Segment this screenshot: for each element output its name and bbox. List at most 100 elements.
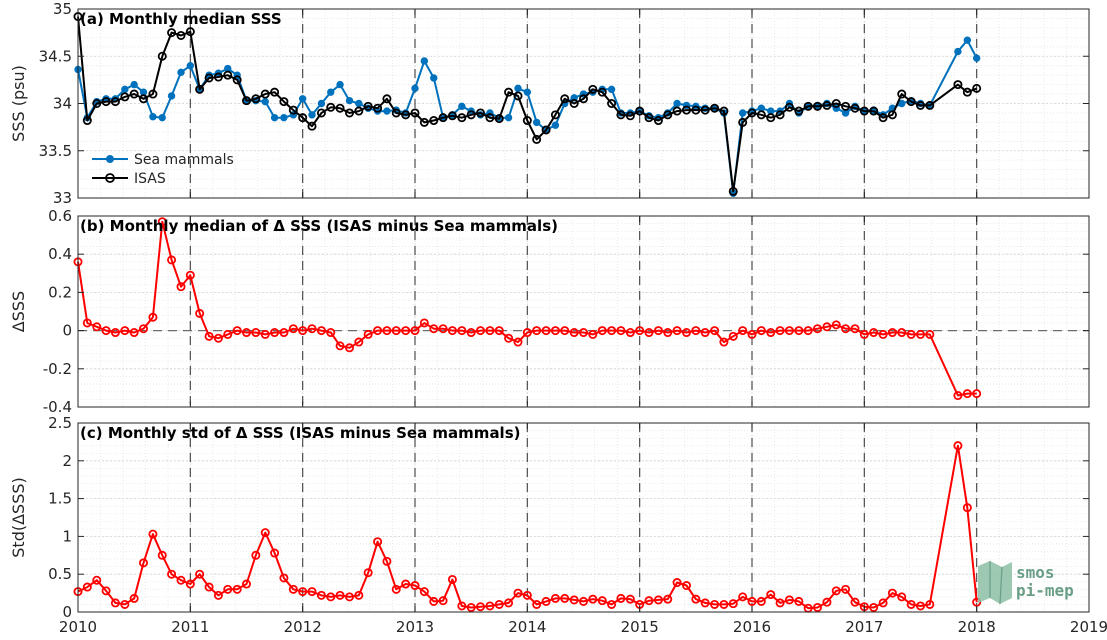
data-point-sea-mammals <box>327 88 335 96</box>
data-point-delta <box>270 328 280 338</box>
data-point-isas <box>298 113 308 123</box>
data-point-isas <box>597 87 607 97</box>
y-tick-label: 0.6 <box>48 207 72 225</box>
data-point-isas <box>532 134 542 144</box>
data-point-sea-mammals <box>270 113 279 122</box>
data-point-delta <box>354 337 364 347</box>
data-point-isas <box>869 106 879 116</box>
data-point-isas <box>859 106 869 116</box>
data-point-delta <box>550 326 560 336</box>
data-point-delta <box>129 328 139 338</box>
data-point-delta <box>288 324 298 334</box>
data-point-isas <box>241 96 251 106</box>
y-tick-label: 34 <box>53 95 72 113</box>
data-point-delta <box>850 324 860 334</box>
data-point-isas <box>138 94 148 104</box>
data-point-isas <box>513 91 523 101</box>
data-point-isas <box>176 30 186 40</box>
data-point-delta <box>345 592 355 602</box>
data-point-sea-mammals <box>954 47 962 56</box>
data-point-delta <box>204 582 214 592</box>
data-point-sea-mammals <box>738 109 747 117</box>
data-point-isas <box>522 116 532 126</box>
x-tick-label: 2017 <box>845 618 883 636</box>
data-point-delta <box>803 603 813 613</box>
data-point-delta <box>195 569 205 579</box>
data-point-delta <box>906 599 916 609</box>
data-point-isas <box>831 99 841 109</box>
data-point-delta <box>794 326 804 336</box>
data-point-delta <box>82 582 92 592</box>
data-point-delta <box>382 326 392 336</box>
data-point-delta <box>728 599 738 609</box>
data-point-delta <box>738 592 748 602</box>
x-tick-label: 2014 <box>508 618 546 636</box>
data-point-delta <box>916 329 926 339</box>
data-point-delta <box>597 326 607 336</box>
data-point-delta <box>485 601 495 611</box>
data-point-delta <box>157 217 167 227</box>
data-point-isas <box>579 94 589 104</box>
data-point-delta <box>579 596 589 606</box>
data-point-delta <box>738 326 748 336</box>
logo-map-fold-2 <box>999 566 1003 605</box>
data-point-delta <box>672 578 682 588</box>
data-point-delta <box>569 595 579 605</box>
data-point-delta <box>475 326 485 336</box>
data-point-delta <box>363 568 373 578</box>
data-point-delta <box>513 588 523 598</box>
data-point-delta <box>410 326 420 336</box>
data-point-isas <box>953 80 963 90</box>
data-point-isas <box>92 99 102 109</box>
data-point-delta <box>682 581 692 591</box>
data-point-delta <box>494 599 504 609</box>
data-point-delta <box>607 326 617 336</box>
data-point-delta <box>382 556 392 566</box>
panel-1: 33 33.5 34 34.5 35 SSS (psu) (a) Monthly media… <box>9 0 1090 207</box>
data-point-delta <box>485 326 495 336</box>
data-point-delta <box>897 328 907 338</box>
y-axis-label: ΔSSS <box>9 291 28 332</box>
data-point-delta <box>710 599 720 609</box>
data-point-isas <box>625 111 635 121</box>
data-point-isas <box>410 108 420 118</box>
data-point-delta <box>410 581 420 591</box>
data-point-isas <box>588 84 598 94</box>
data-point-delta <box>185 270 195 280</box>
data-point-isas <box>784 102 794 112</box>
data-point-delta <box>897 592 907 602</box>
legend-label-isas: ISAS <box>134 171 166 187</box>
data-point-delta <box>850 597 860 607</box>
data-point-isas <box>653 116 663 126</box>
panel-title: (b) Monthly median of Δ SSS (ISAS minus … <box>80 217 558 235</box>
data-point-delta <box>92 575 102 585</box>
data-point-delta <box>625 328 635 338</box>
data-point-delta <box>195 308 205 318</box>
legend-marker-isas <box>105 173 115 183</box>
data-point-delta <box>653 326 663 336</box>
data-point-delta <box>185 579 195 589</box>
data-point-isas <box>345 108 355 118</box>
data-point-isas <box>569 99 579 109</box>
y-axis-label: Std(ΔSSS) <box>9 477 28 557</box>
data-point-delta <box>972 389 982 399</box>
data-point-delta <box>335 590 345 600</box>
data-point-delta <box>176 575 186 585</box>
data-point-delta <box>504 333 514 343</box>
data-point-delta <box>550 593 560 603</box>
y-tick-label: -0.4 <box>43 398 72 416</box>
data-point-delta <box>457 326 467 336</box>
data-point-sea-mammals <box>383 107 391 115</box>
data-point-delta <box>644 328 654 338</box>
data-point-sea-mammals <box>430 74 438 82</box>
data-point-sea-mammals <box>121 85 129 94</box>
data-point-isas <box>635 106 645 116</box>
data-point-isas <box>672 106 682 116</box>
data-point-isas <box>316 108 326 118</box>
data-point-delta <box>138 558 148 568</box>
data-point-delta <box>588 594 598 604</box>
data-point-delta <box>607 599 617 609</box>
data-point-isas <box>401 110 411 120</box>
data-point-delta <box>925 599 935 609</box>
data-point-delta <box>429 596 439 606</box>
